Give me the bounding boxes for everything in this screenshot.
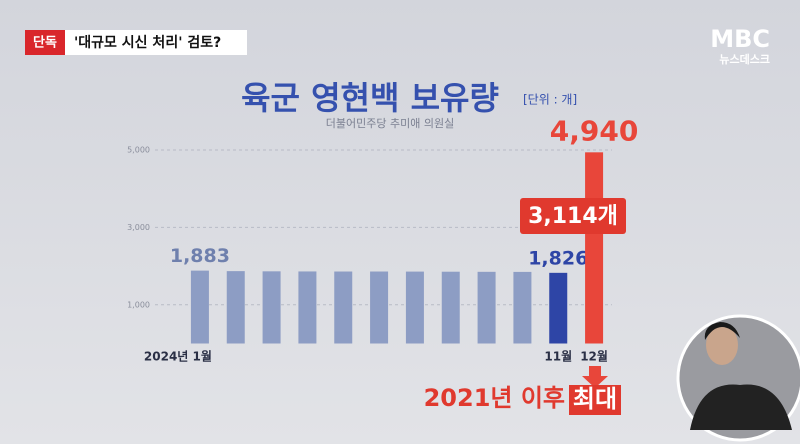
badge: 단독 xyxy=(33,35,57,51)
y-tick-label: 1,000 xyxy=(127,300,150,309)
badge-box xyxy=(25,30,65,55)
bar xyxy=(405,271,424,344)
interpreter-face xyxy=(706,325,738,365)
unit: [단위 : 개] xyxy=(523,93,577,107)
y-tick-label: 3,000 xyxy=(127,223,150,232)
value-label: 1,883 xyxy=(170,245,230,267)
value-label: 4,940 xyxy=(550,114,639,147)
interpreter-hair xyxy=(704,322,740,340)
source: 더불어민주당 추미애 의원실 xyxy=(326,117,454,130)
headline: '대규모 시신 처리' 검토? xyxy=(74,34,221,51)
bar xyxy=(585,152,604,344)
x-tick-label: 11월 xyxy=(544,349,572,364)
bar xyxy=(226,271,245,344)
bar xyxy=(549,272,568,344)
y-tick-label: 5,000 xyxy=(127,146,150,155)
increase-label: 3,114개 xyxy=(528,204,618,229)
value-label: 1,826 xyxy=(528,247,588,269)
interpreter-body xyxy=(690,384,792,430)
caption: 2021년 이후 xyxy=(424,384,565,412)
bar xyxy=(513,271,532,344)
chart-title: 육군 영현백 보유량 xyxy=(241,79,499,117)
caption-highlight-box xyxy=(569,385,621,415)
bar xyxy=(334,271,353,344)
x-tick-label: 2024년 1월 xyxy=(144,349,212,364)
logo-program: 뉴스데스크 xyxy=(719,52,770,66)
bar xyxy=(298,271,317,344)
bar xyxy=(262,271,281,344)
bar xyxy=(477,271,496,344)
logo-brand: MBC xyxy=(710,25,770,53)
arrow xyxy=(582,366,608,388)
bar xyxy=(190,270,209,344)
x-tick-label: 12월 xyxy=(580,349,608,364)
bar xyxy=(370,271,389,344)
caption-highlight: 최대 xyxy=(573,385,617,413)
increase-box xyxy=(520,198,626,234)
bar xyxy=(441,271,460,344)
